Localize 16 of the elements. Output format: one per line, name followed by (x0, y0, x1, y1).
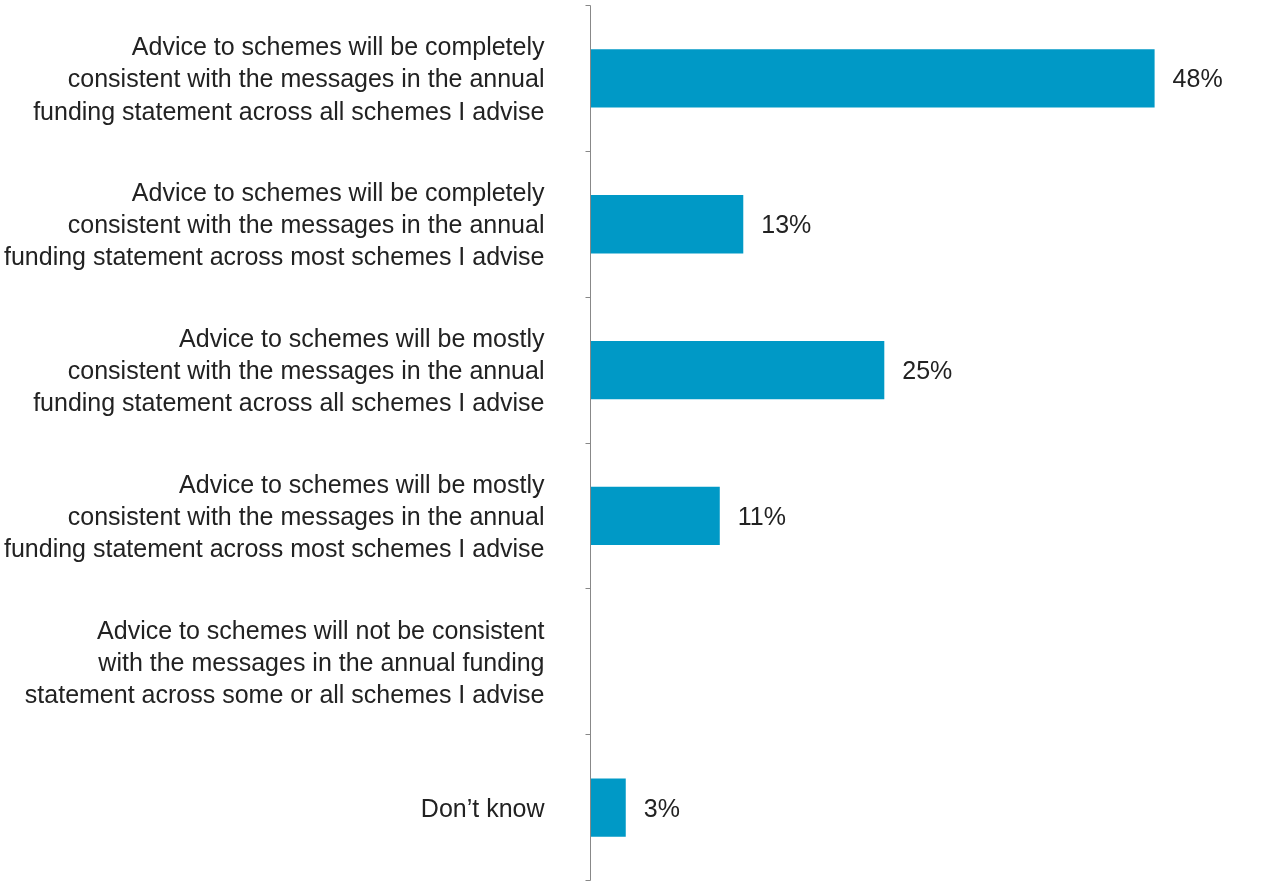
y-tick-label: Advice to schemes will not be consistent with the messages in the annual funding statement across some or all schemes I advise (24, 615, 545, 708)
bar (590, 486, 720, 546)
data-label: 13% (761, 210, 812, 239)
data-label: 3% (643, 793, 680, 822)
bar (590, 195, 744, 254)
data-label: 48% (1172, 64, 1223, 93)
data-label: 25% (902, 356, 953, 385)
y-tick-label: Advice to schemes will be mostly consistent with the messages in the annual funding statement across all schemes I advise (33, 323, 545, 417)
bar (590, 49, 1155, 108)
y-tick-label: Advice to schemes will be completely consistent with the messages in the annual funding statement across all schemes I advise (33, 32, 545, 125)
data-label: 11% (737, 501, 786, 530)
y-tick-label: Advice to schemes will be mostly consistent with the messages in the annual funding statement across most schemes I advise (3, 469, 545, 563)
bar (590, 340, 885, 400)
bar (590, 778, 626, 837)
y-tick-label: Advice to schemes will be completely consistent with the messages in the annual funding statement across most schemes I advise (3, 178, 545, 271)
y-tick-label: Don’t know (420, 793, 546, 822)
